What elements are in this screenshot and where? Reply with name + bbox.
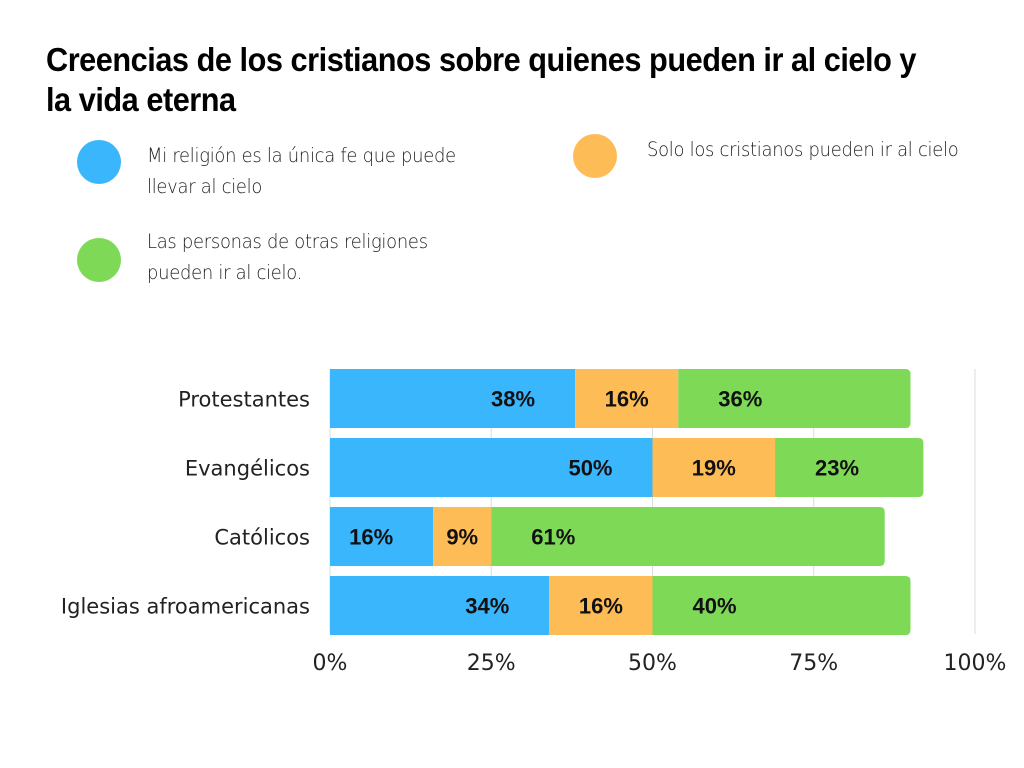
bar-value-label: 36%: [718, 387, 762, 412]
legend-swatch-orange: [573, 134, 617, 178]
bar-value-label: 19%: [692, 456, 736, 481]
bar-value-label: 61%: [531, 525, 575, 550]
x-tick-label: 75%: [789, 651, 838, 676]
legend-item-otras-religiones: Las personas de otras religiones pueden …: [77, 226, 452, 288]
category-label: Evangélicos: [185, 457, 310, 481]
legend-label-line: Solo los cristianos pueden ir al cielo: [647, 138, 959, 161]
bar-value-label: 50%: [568, 456, 612, 481]
bar-segment: [575, 369, 679, 428]
legend-label-line: llevar al cielo: [147, 175, 263, 198]
x-tick-label: 50%: [628, 651, 677, 676]
bar-segment: [330, 369, 576, 428]
bar-segment: [433, 507, 492, 566]
legend-swatch-blue: [77, 140, 121, 184]
bar-value-label: 9%: [446, 525, 478, 550]
x-axis-ticks: 0% 25% 50% 75% 100%: [313, 651, 1007, 676]
legend-label-line: Mi religión es la única fe que puede: [147, 144, 456, 167]
legend-label-line: Las personas de otras religiones: [147, 230, 428, 253]
x-tick-label: 0%: [313, 651, 348, 676]
bar-segment: [330, 438, 653, 497]
bar-value-label: 16%: [579, 594, 623, 619]
bar-value-label: 16%: [605, 387, 649, 412]
legend-item-mi-religion: Mi religión es la única fe que puede lle…: [77, 140, 483, 202]
bar-value-label: 16%: [349, 525, 393, 550]
legend-label: Las personas de otras religiones pueden …: [147, 226, 428, 288]
bar-segment: [330, 576, 550, 635]
x-tick-label: 25%: [467, 651, 516, 676]
bar-value-label: 40%: [693, 594, 737, 619]
bar-segment: [678, 369, 911, 428]
bar-segment: [775, 438, 924, 497]
bar-segment: [652, 438, 776, 497]
category-labels: Protestantes Evangélicos Católicos Iglesias…: [61, 388, 310, 619]
chart-title: Creencias de los cristianos sobre quiene…: [46, 41, 917, 118]
legend-label-line: pueden ir al cielo.: [147, 261, 303, 284]
bar-value-label: 23%: [815, 456, 859, 481]
x-tick-label: 100%: [944, 651, 1007, 676]
legend-label: Solo los cristianos pueden ir al cielo: [647, 134, 959, 165]
bar-value-label: 38%: [491, 387, 535, 412]
bar-segment: [652, 576, 911, 635]
category-label: Protestantes: [178, 388, 310, 412]
bar-segment: [491, 507, 885, 566]
bar-value-label: 34%: [465, 594, 509, 619]
bar-segment: [330, 507, 434, 566]
legend-item-solo-cristianos: Solo los cristianos pueden ir al cielo: [573, 134, 986, 178]
category-label: Católicos: [214, 526, 310, 550]
legend-swatch-green: [77, 238, 121, 282]
bar-segment: [549, 576, 653, 635]
legend-label: Mi religión es la única fe que puede lle…: [147, 140, 456, 202]
category-label: Iglesias afroamericanas: [61, 595, 310, 619]
bars: 38% 16% 36% 50% 19% 23% 16% 9% 61% 34% 16% 40%: [330, 369, 924, 635]
